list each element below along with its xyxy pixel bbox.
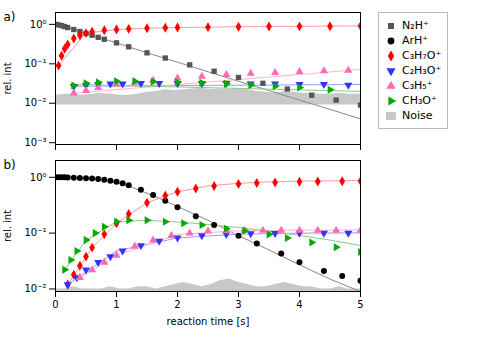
svg-text:1: 1 <box>113 299 119 310</box>
svg-text:10⁻²: 10⁻² <box>24 97 46 108</box>
svg-text:reaction time [s]: reaction time [s] <box>167 316 250 327</box>
svg-text:b): b) <box>4 158 16 172</box>
html-text:C₂H₃O⁺: C₂H₃O⁺ <box>402 64 442 77</box>
svg-text:0: 0 <box>52 299 58 310</box>
html-text:ArH⁺: ArH⁺ <box>402 34 429 47</box>
svg-text:a): a) <box>4 10 16 24</box>
html-text:Noise: Noise <box>402 109 433 122</box>
svg-text:10⁰: 10⁰ <box>30 19 47 30</box>
svg-text:10⁻¹: 10⁻¹ <box>24 58 46 69</box>
html-text:C₃H₇O⁺: C₃H₇O⁺ <box>402 49 442 62</box>
svg-text:10⁻³: 10⁻³ <box>24 137 46 148</box>
svg-text:rel. int: rel. int <box>2 210 13 242</box>
html-text:C₃H₅⁺: C₃H₅⁺ <box>402 79 433 92</box>
svg-text:10⁰: 10⁰ <box>30 172 47 183</box>
svg-text:10⁻¹: 10⁻¹ <box>24 227 46 238</box>
svg-text:2: 2 <box>174 299 180 310</box>
svg-text:4: 4 <box>296 299 302 310</box>
svg-text:rel. int: rel. int <box>2 62 13 94</box>
svg-text:5: 5 <box>357 299 363 310</box>
svg-text:3: 3 <box>235 299 241 310</box>
html-text:CH₃O⁺: CH₃O⁺ <box>402 94 437 107</box>
html-text:N₂H⁺: N₂H⁺ <box>402 19 429 32</box>
svg-text:10⁻²: 10⁻² <box>24 283 46 294</box>
